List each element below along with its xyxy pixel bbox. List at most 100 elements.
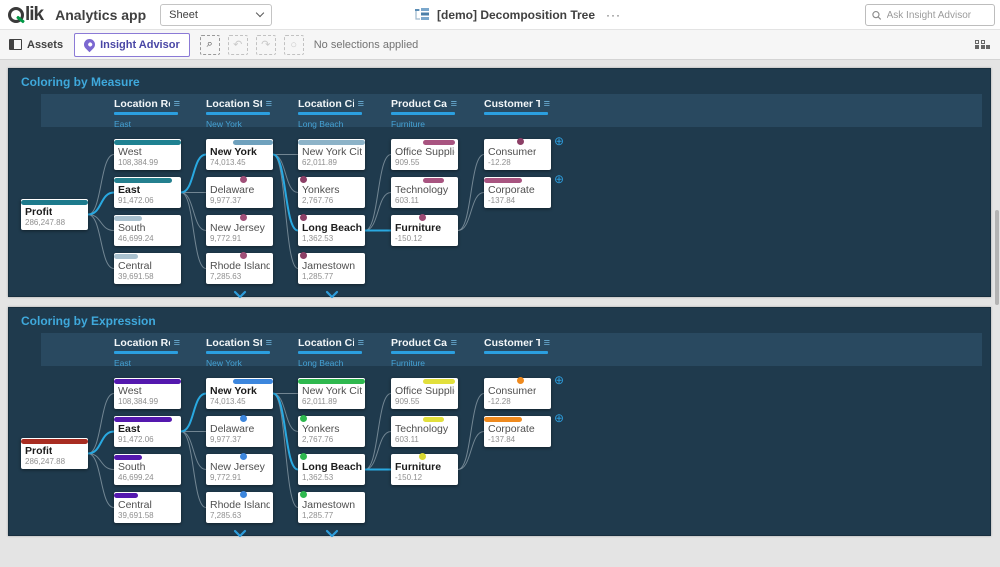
tree-node-rhode-island[interactable]: Rhode Island 7,285.63 [206, 491, 273, 523]
scroll-more-chevron-icon[interactable] [325, 525, 339, 543]
insight-advisor-search[interactable] [865, 4, 995, 26]
tree-link [457, 192, 485, 231]
tree-node-furniture[interactable]: Furniture -150.12 [391, 214, 458, 246]
node-value: 62,011.89 [302, 397, 337, 406]
sheet-selector-value: Sheet [169, 8, 198, 21]
node-value-bar [114, 140, 181, 145]
node-value: 603.11 [395, 196, 419, 205]
tree-node-yonkers[interactable]: Yonkers 2,767.76 [298, 415, 365, 447]
tree-node-new-jersey[interactable]: New Jersey 9,772.91 [206, 214, 273, 246]
tree-node-new-york[interactable]: New York 74,013.45 [206, 378, 273, 409]
panel-title: Coloring by Measure [21, 75, 140, 89]
tree-node-corporate[interactable]: Corporate -137.84 [484, 177, 551, 208]
tree-node-consumer[interactable]: Consumer -12.28 [484, 377, 551, 409]
more-menu-button[interactable]: ··· [606, 8, 622, 22]
column-menu-icon[interactable]: ≡ [357, 98, 364, 110]
column-header-customer-type: Customer Type≡ [484, 98, 552, 119]
tree-node-office-supplies[interactable]: Office Supplies909.55 [391, 139, 458, 170]
column-underline [298, 351, 362, 354]
tree-node-technology[interactable]: Technology 603.11 [391, 177, 458, 208]
node-value: 9,977.37 [210, 196, 242, 205]
tree-node-long-beach[interactable]: Long Beach 1,362.53 [298, 214, 365, 246]
tree-node-west[interactable]: West 108,384.99 [114, 378, 181, 409]
column-header-band [41, 94, 982, 127]
vertical-scrollbar[interactable] [995, 210, 999, 305]
tree-node-delaware[interactable]: Delaware 9,977.37 [206, 176, 273, 208]
tree-link [180, 431, 207, 470]
tree-node-rhode-island[interactable]: Rhode Island 7,285.63 [206, 252, 273, 284]
node-label: Rhode Island [210, 260, 270, 272]
tree-node-east[interactable]: East 91,472.06 [114, 177, 181, 208]
node-value-bar [484, 417, 522, 422]
redo-selection-icon[interactable]: ↷ [255, 34, 276, 55]
sheet-selector[interactable]: Sheet [160, 3, 273, 26]
tree-node-new-york-city[interactable]: New York City 62,011.89 [298, 139, 365, 170]
undo-selection-icon[interactable]: ↶ [227, 34, 248, 55]
tree-node-yonkers[interactable]: Yonkers 2,767.76 [298, 176, 365, 208]
column-menu-icon[interactable]: ≡ [543, 98, 550, 110]
tree-node-new-york[interactable]: New York 74,013.45 [206, 139, 273, 170]
tree-node-east[interactable]: East 91,472.06 [114, 416, 181, 447]
tree-node-central[interactable]: Central 39,691.58 [114, 492, 181, 523]
scroll-more-chevron-icon[interactable] [325, 286, 339, 304]
tree-node-profit[interactable]: Profit 286,247.88 [21, 438, 88, 469]
expand-node-icon-corporate[interactable]: ⊕ [554, 411, 565, 425]
sheet-grid-icon[interactable] [975, 39, 990, 50]
column-menu-icon[interactable]: ≡ [357, 337, 364, 349]
tree-node-consumer[interactable]: Consumer -12.28 [484, 138, 551, 170]
decomposition-tree-app-icon [415, 8, 429, 20]
expand-node-icon-consumer[interactable]: ⊕ [554, 373, 565, 387]
tree-node-technology[interactable]: Technology 603.11 [391, 416, 458, 447]
search-input[interactable] [886, 9, 988, 21]
node-label: New York City [302, 146, 362, 158]
column-label: Location Region [114, 98, 170, 110]
tree-node-corporate[interactable]: Corporate -137.84 [484, 416, 551, 447]
node-value-dot [300, 491, 307, 498]
column-menu-icon[interactable]: ≡ [450, 337, 457, 349]
tree-node-south[interactable]: South 46,699.24 [114, 454, 181, 485]
node-value-bar [232, 140, 273, 145]
tree-node-furniture[interactable]: Furniture -150.12 [391, 453, 458, 485]
column-menu-icon[interactable]: ≡ [450, 98, 457, 110]
assets-button[interactable]: Assets [0, 30, 72, 60]
node-value: 1,362.53 [302, 234, 334, 243]
scroll-more-chevron-icon[interactable] [233, 525, 247, 543]
column-header-location-city: Location City≡ Long Beach [298, 98, 366, 129]
expand-node-icon-corporate[interactable]: ⊕ [554, 172, 565, 186]
tree-node-jamestown[interactable]: Jamestown 1,285.77 [298, 252, 365, 284]
tree-node-new-york-city[interactable]: New York City 62,011.89 [298, 378, 365, 409]
node-value-dot [239, 252, 247, 259]
node-value-bar [114, 455, 143, 460]
tree-node-west[interactable]: West 108,384.99 [114, 139, 181, 170]
column-breadcrumb: Long Beach [298, 357, 344, 368]
tree-link-highlighted [272, 153, 299, 232]
tree-node-profit[interactable]: Profit 286,247.88 [21, 199, 88, 230]
column-menu-icon[interactable]: ≡ [173, 98, 180, 110]
node-value: 91,472.06 [118, 435, 154, 444]
insight-advisor-button[interactable]: Insight Advisor [74, 32, 190, 57]
tree-node-long-beach[interactable]: Long Beach 1,362.53 [298, 453, 365, 485]
smart-search-icon[interactable]: ⌕ [199, 34, 220, 55]
tree-node-office-supplies[interactable]: Office Supplies909.55 [391, 378, 458, 409]
tree-node-new-jersey[interactable]: New Jersey 9,772.91 [206, 453, 273, 485]
column-menu-icon[interactable]: ≡ [173, 337, 180, 349]
tree-node-south[interactable]: South 46,699.24 [114, 215, 181, 246]
tree-node-delaware[interactable]: Delaware 9,977.37 [206, 415, 273, 447]
column-label: Location State [206, 337, 262, 349]
expand-node-icon-consumer[interactable]: ⊕ [554, 134, 565, 148]
scroll-more-chevron-icon[interactable] [233, 286, 247, 304]
column-menu-icon[interactable]: ≡ [543, 337, 550, 349]
node-value-bar [114, 178, 173, 183]
tree-link [457, 154, 485, 231]
column-menu-icon[interactable]: ≡ [265, 98, 272, 110]
column-underline [391, 351, 455, 354]
tree-node-central[interactable]: Central 39,691.58 [114, 253, 181, 284]
tree-node-jamestown[interactable]: Jamestown 1,285.77 [298, 491, 365, 523]
node-value-bar [423, 140, 455, 145]
node-label: South [118, 461, 146, 473]
tree-link-highlighted [180, 392, 207, 433]
clear-selections-icon[interactable]: ○ [283, 34, 304, 55]
node-label: Technology [395, 423, 449, 435]
document-title-group: [demo] Decomposition Tree ··· [415, 0, 621, 30]
column-menu-icon[interactable]: ≡ [265, 337, 272, 349]
